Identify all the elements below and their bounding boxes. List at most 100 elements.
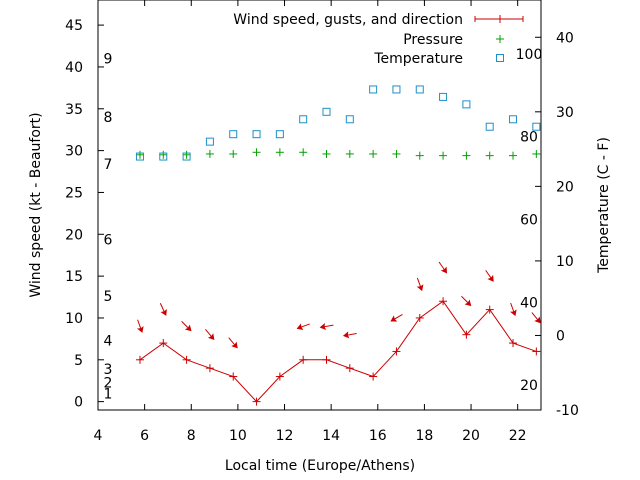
pressure-point — [532, 149, 541, 158]
y-axis-label: Wind speed (kt - Beaufort) — [28, 112, 44, 297]
temperature-point — [439, 92, 448, 101]
wind-arrow — [228, 337, 238, 349]
wind-point — [462, 330, 471, 339]
temperature-point — [415, 85, 424, 94]
pressure-point — [205, 149, 214, 158]
y-tick-label: 20 — [65, 227, 83, 243]
x-tick-label: 6 — [140, 428, 149, 444]
x-tick-label: 10 — [229, 428, 247, 444]
beaufort-label: 2 — [104, 375, 113, 391]
temperature-point — [345, 115, 354, 124]
wind-direction-arrows — [137, 261, 541, 349]
legend-label: Pressure — [403, 32, 463, 48]
pressure-point — [135, 150, 144, 159]
wind-point — [532, 347, 541, 356]
pressure-point — [182, 150, 191, 159]
wind-point — [369, 372, 378, 381]
wind-arrow — [296, 323, 310, 330]
y2-tick-label: 30 — [556, 105, 574, 121]
wind-arrow — [319, 323, 334, 330]
fahrenheit-label: 60 — [520, 212, 538, 228]
wind-arrow — [181, 321, 192, 332]
x-axis-label: Local time (Europe/Athens) — [225, 458, 415, 474]
temperature-point — [135, 152, 144, 161]
temperature-point — [299, 115, 308, 124]
y2-axis-label: Temperature (C - F) — [596, 137, 612, 274]
wind-line — [139, 300, 537, 403]
wind-point — [229, 372, 238, 381]
wind-arrow — [510, 302, 517, 317]
wind-arrow — [531, 312, 541, 324]
y2-tick-label: 20 — [556, 179, 574, 195]
x-tick-label: 8 — [187, 428, 196, 444]
y-tick-label: 40 — [65, 60, 83, 76]
wind-point — [182, 355, 191, 364]
temperature-point — [509, 115, 518, 124]
wind-point — [509, 339, 518, 348]
temperature-point — [532, 122, 541, 131]
beaufort-label: 6 — [104, 232, 113, 248]
y-tick-labels: 0 5 10 15 20 25 30 35 40 45 — [65, 18, 83, 411]
y-tick-label: 5 — [74, 353, 83, 369]
x-tick-label: 16 — [369, 428, 387, 444]
legend-label: Temperature — [373, 51, 463, 67]
wind-arrow — [390, 314, 403, 322]
beaufort-label: 3 — [104, 362, 113, 378]
x-tick-label: 18 — [416, 428, 434, 444]
fahrenheit-label: 100 — [516, 47, 543, 63]
beaufort-label: 9 — [104, 52, 113, 68]
wind-point — [322, 355, 331, 364]
pressure-point — [252, 148, 261, 157]
pressure-point — [462, 151, 471, 160]
wind-point — [415, 313, 424, 322]
wind-point — [485, 305, 494, 314]
wind-point — [439, 297, 448, 306]
pressure-point — [439, 151, 448, 160]
wind-point — [205, 364, 214, 373]
x-tick-label: 4 — [94, 428, 103, 444]
wind-point — [275, 372, 284, 381]
legend: Wind speed, gusts, and direction Pressure… — [233, 12, 524, 67]
x-tick-label: 14 — [322, 428, 340, 444]
x-tick-label: 12 — [276, 428, 294, 444]
wind-arrow — [159, 303, 167, 316]
y2-tick-labels: -10 0 10 20 30 40 — [556, 30, 579, 419]
beaufort-label: 1 — [104, 386, 113, 402]
temperature-point — [252, 130, 261, 139]
temperature-point — [275, 130, 284, 139]
beaufort-labels: 123 4 5 6 7 8 9 — [104, 52, 113, 403]
pressure-point — [345, 149, 354, 158]
wind-arrow — [485, 270, 494, 282]
wind-arrow — [416, 277, 424, 292]
wind-point — [392, 347, 401, 356]
wind-arrow — [205, 329, 215, 341]
wind-arrow — [438, 261, 448, 274]
y-tick-label: 25 — [65, 185, 83, 201]
temperature-point — [392, 85, 401, 94]
wind-point — [159, 339, 168, 348]
series-wind — [135, 261, 541, 406]
temperature-point — [485, 122, 494, 131]
temperature-point — [322, 107, 331, 116]
pressure-point — [509, 151, 518, 160]
fahrenheit-label: 80 — [520, 130, 538, 146]
axis-ticks — [97, 0, 541, 411]
pressure-point — [322, 149, 331, 158]
legend-swatch-pressure — [496, 35, 504, 43]
beaufort-label: 4 — [104, 334, 113, 350]
x-tick-labels: 4 6 8 10 12 14 16 18 20 22 — [94, 428, 527, 444]
pressure-point — [275, 148, 284, 157]
temperature-point — [369, 85, 378, 94]
fahrenheit-labels: 20 40 60 80 100 — [516, 47, 543, 394]
pressure-point — [485, 151, 494, 160]
pressure-point — [299, 148, 308, 157]
series-temperature — [135, 85, 541, 161]
temperature-point — [205, 137, 214, 146]
beaufort-label: 5 — [104, 289, 113, 305]
series-pressure — [135, 148, 541, 160]
x-tick-label: 20 — [462, 428, 480, 444]
series-layer — [135, 85, 541, 406]
y2-tick-label: 0 — [556, 328, 565, 344]
y-tick-label: 30 — [65, 144, 83, 160]
fahrenheit-label: 40 — [520, 295, 538, 311]
